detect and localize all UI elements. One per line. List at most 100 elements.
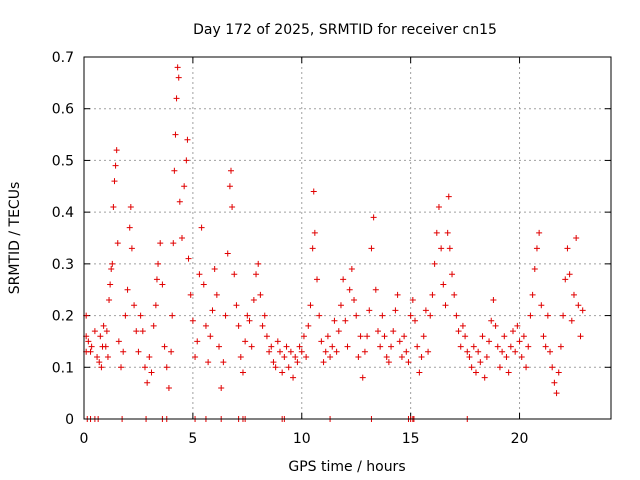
data-point xyxy=(218,384,225,391)
y-tick-label: 0.2 xyxy=(52,309,74,325)
x-tick-label: 15 xyxy=(402,431,420,447)
data-point xyxy=(87,348,94,355)
data-point xyxy=(216,343,223,350)
data-point xyxy=(213,291,220,298)
data-point xyxy=(322,348,329,355)
data-point xyxy=(255,260,262,267)
data-point xyxy=(407,312,414,319)
data-point xyxy=(416,369,423,376)
data-point xyxy=(381,333,388,340)
data-point xyxy=(329,343,336,350)
data-point xyxy=(355,353,362,360)
data-point xyxy=(178,235,185,241)
data-point xyxy=(224,250,231,257)
y-tick-label: 0.6 xyxy=(52,102,74,118)
data-point xyxy=(211,266,218,273)
data-point xyxy=(455,328,462,335)
data-point xyxy=(425,348,432,355)
data-point xyxy=(114,240,121,247)
data-point xyxy=(453,312,460,319)
data-point xyxy=(544,312,551,319)
data-point xyxy=(562,276,569,283)
data-point xyxy=(187,291,194,298)
data-point xyxy=(527,312,534,319)
data-point xyxy=(520,333,527,340)
data-point xyxy=(518,353,525,360)
data-point xyxy=(405,359,412,366)
data-point xyxy=(483,353,490,360)
data-point xyxy=(268,343,275,350)
data-point xyxy=(144,379,151,386)
data-point xyxy=(246,317,253,324)
data-point xyxy=(106,297,113,304)
data-point xyxy=(104,353,111,360)
data-point xyxy=(340,276,347,283)
data-point xyxy=(564,245,571,252)
data-point xyxy=(396,338,403,345)
data-point xyxy=(398,353,405,360)
data-point xyxy=(420,333,427,340)
data-point xyxy=(557,343,564,350)
data-point xyxy=(91,328,98,335)
data-point xyxy=(390,328,397,335)
data-point xyxy=(551,379,558,386)
data-point xyxy=(283,343,290,350)
data-point xyxy=(137,312,144,319)
data-point xyxy=(568,317,575,324)
data-point xyxy=(575,302,582,309)
data-point xyxy=(353,312,360,319)
data-point xyxy=(274,338,281,345)
data-point xyxy=(122,312,129,319)
data-point xyxy=(305,322,312,329)
x-tick-label: 0 xyxy=(80,431,89,447)
data-point xyxy=(169,312,176,319)
data-point xyxy=(422,307,429,314)
data-point xyxy=(141,364,148,371)
data-point xyxy=(560,312,567,319)
data-point xyxy=(198,224,205,231)
data-point xyxy=(494,343,501,350)
data-point xyxy=(516,338,523,345)
data-point xyxy=(314,276,321,283)
data-point xyxy=(172,131,179,138)
data-point xyxy=(235,322,242,329)
data-point xyxy=(113,147,120,154)
data-point xyxy=(540,333,547,340)
data-point xyxy=(337,302,344,309)
data-point xyxy=(244,312,251,319)
data-point xyxy=(444,229,451,236)
data-point xyxy=(385,359,392,366)
data-point xyxy=(549,364,556,371)
data-point xyxy=(523,364,530,371)
data-point xyxy=(445,193,452,200)
data-point xyxy=(183,157,190,164)
tick-labels: 0 5 10 15 20 0 0.1 0.2 0.3 0.4 0.5 0.6 0.7 xyxy=(52,50,529,447)
x-tick-label: 5 xyxy=(188,431,197,447)
data-point xyxy=(553,390,560,397)
data-point xyxy=(311,229,318,236)
data-point xyxy=(96,359,103,366)
data-point xyxy=(442,302,449,309)
data-point xyxy=(124,286,131,293)
data-point xyxy=(370,214,377,221)
data-point xyxy=(531,266,538,273)
data-point xyxy=(388,343,395,350)
data-point xyxy=(451,291,458,298)
data-point xyxy=(536,229,543,236)
data-point xyxy=(139,328,146,335)
data-point xyxy=(287,348,294,355)
data-point xyxy=(98,364,105,371)
data-point xyxy=(237,353,244,360)
data-point xyxy=(466,353,473,360)
data-point xyxy=(479,333,486,340)
data-point xyxy=(161,343,168,350)
data-point xyxy=(542,343,549,350)
data-point xyxy=(468,364,475,371)
data-point xyxy=(573,235,580,241)
data-point xyxy=(185,255,192,262)
data-point xyxy=(351,297,358,304)
data-point xyxy=(486,338,493,345)
data-point xyxy=(165,384,172,391)
data-point xyxy=(475,348,482,355)
